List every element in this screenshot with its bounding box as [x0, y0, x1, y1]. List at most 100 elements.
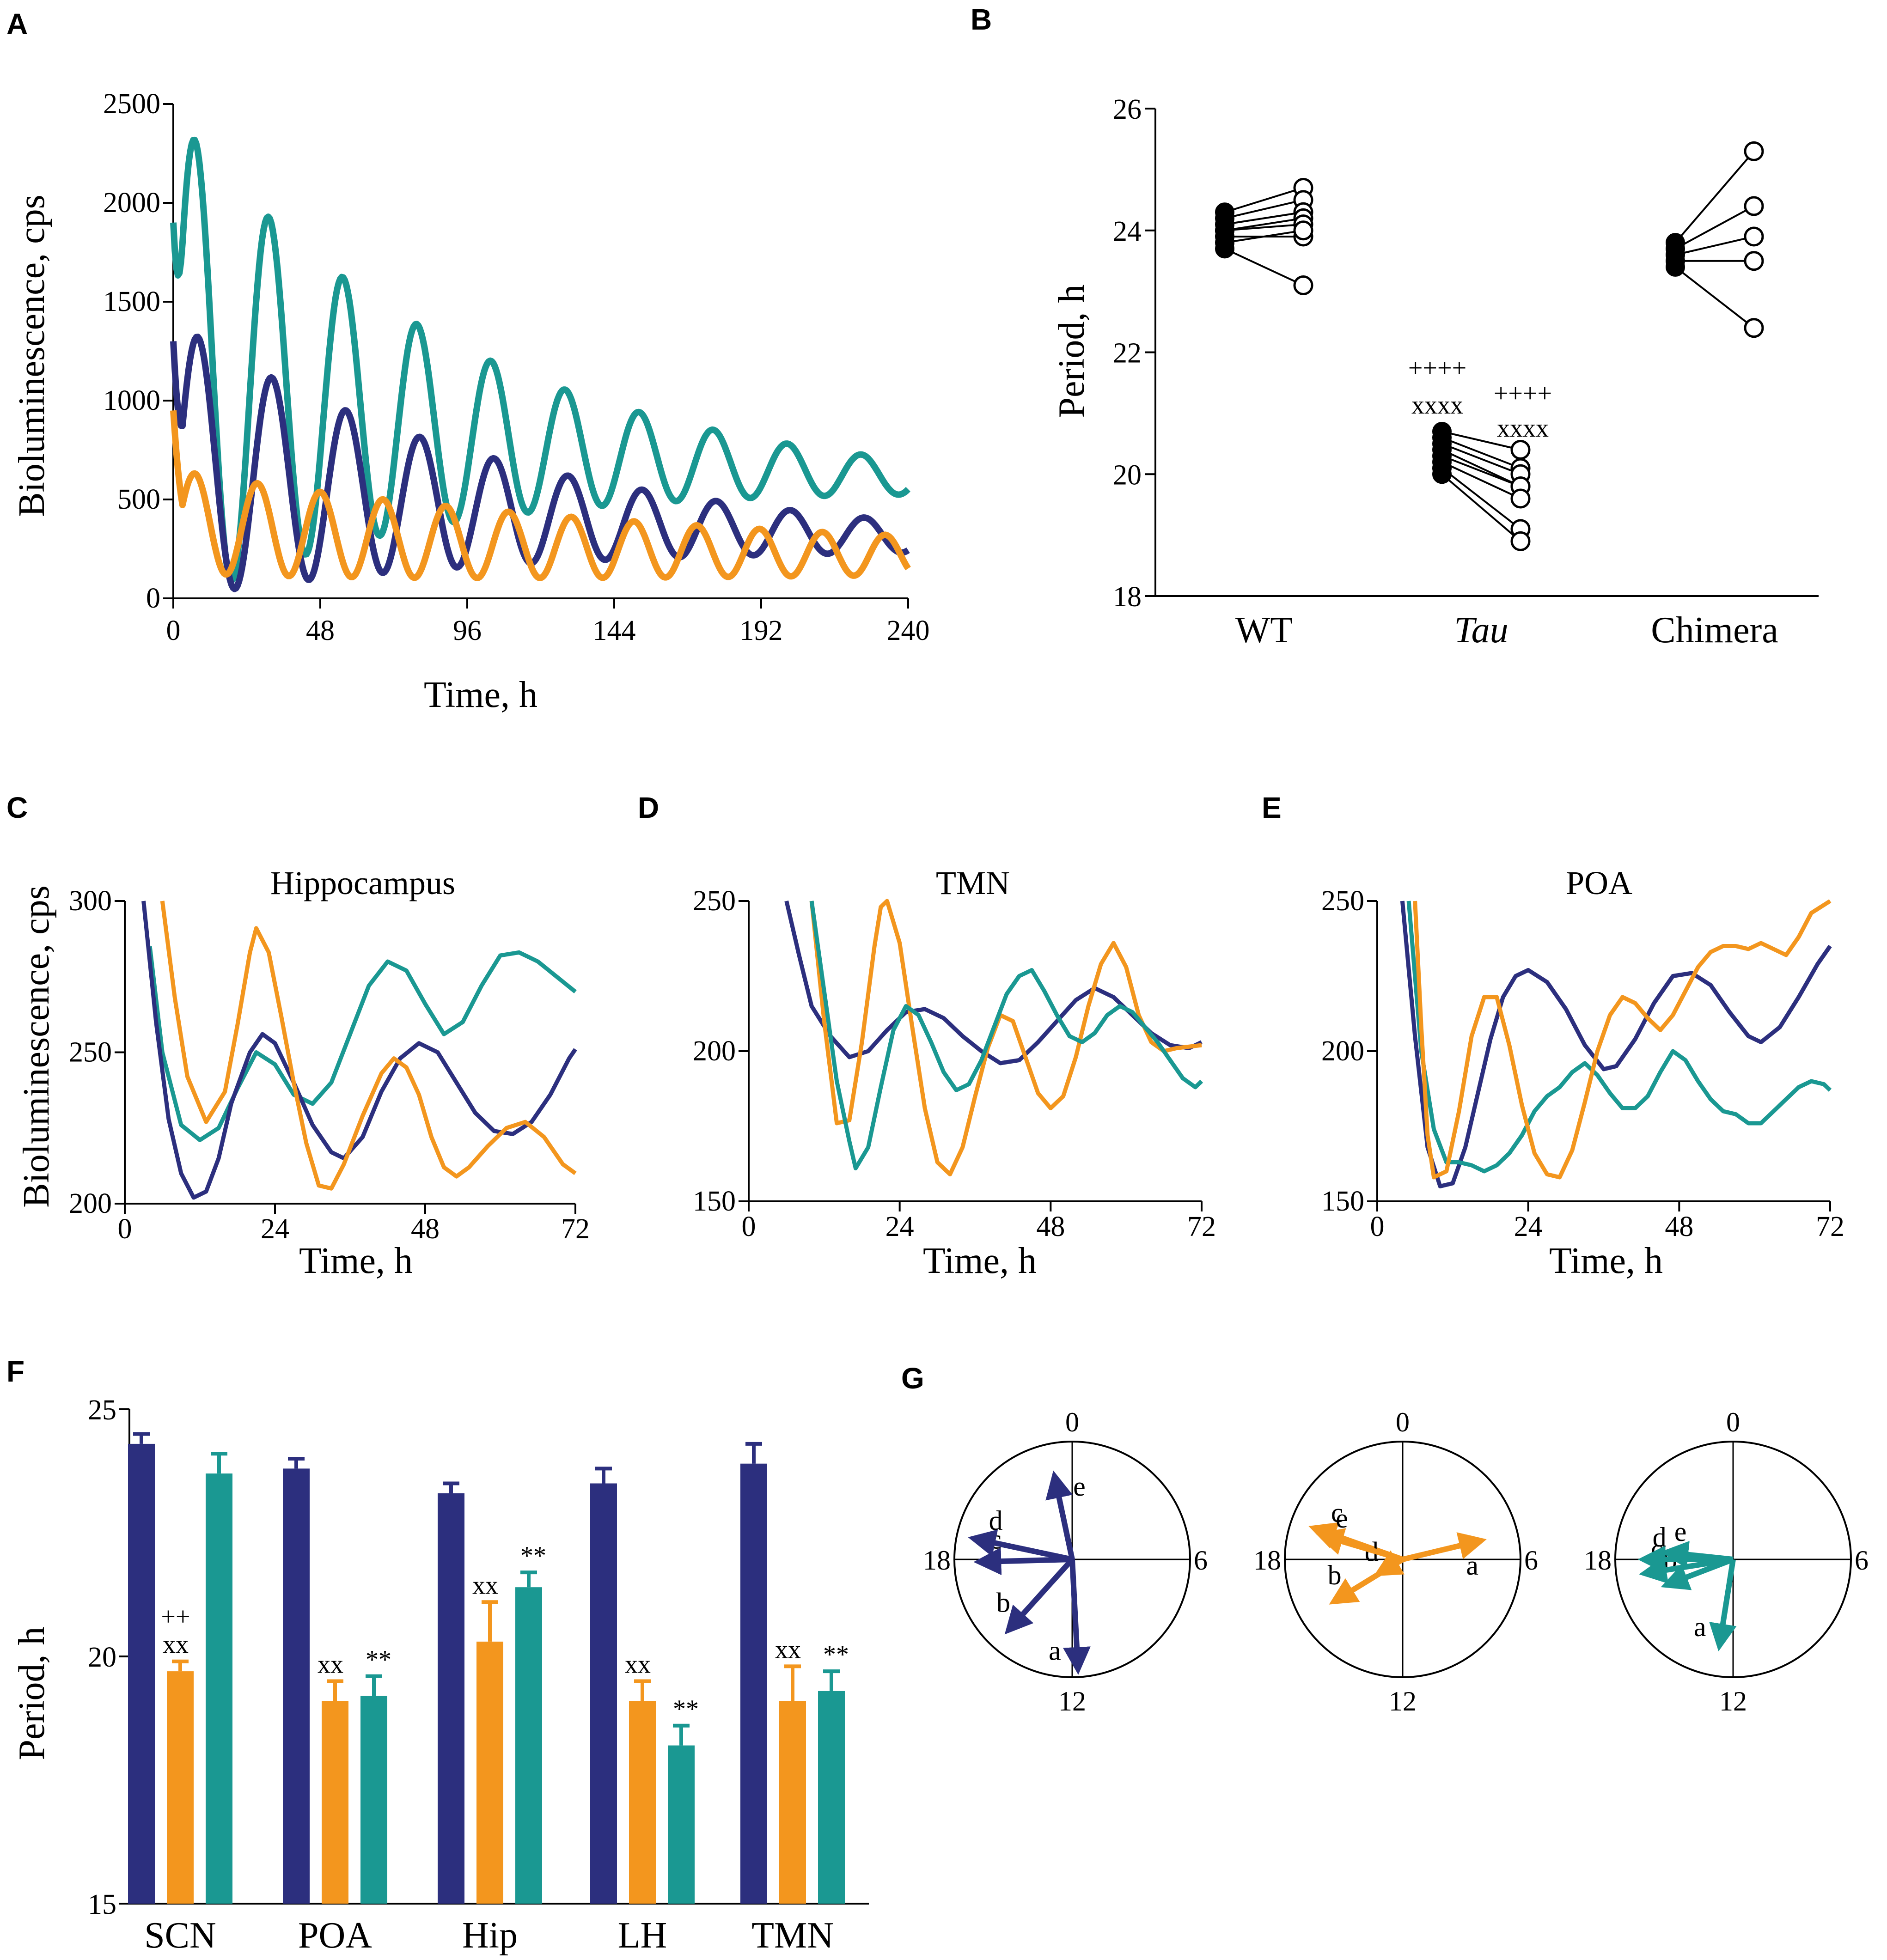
panel-b-pair-line-chimera [1674, 266, 1755, 329]
panel-b-y-tick-label: 22 [1113, 338, 1142, 369]
panel-b-tau-open-sig-plus: ++++ [1494, 379, 1552, 408]
panel-label-e: E [1262, 791, 1282, 824]
panel-b-y-tick-label: 20 [1113, 459, 1142, 491]
panel-a-x-tick-label: 0 [166, 615, 181, 646]
panel-e-x-tick-label: 0 [1370, 1211, 1385, 1242]
panel-label-g: G [901, 1362, 924, 1395]
panel-f-sig-chimera: ** [823, 1640, 849, 1669]
panel-e-x-tick-label: 48 [1665, 1211, 1693, 1242]
panel-g-dial-label-right: 6 [1855, 1545, 1869, 1576]
panel-a-series-wt [170, 334, 910, 592]
panel-a-x-tick-label: 240 [887, 615, 930, 646]
panel-b-point-filled-wt [1215, 239, 1234, 259]
panel-f-sig-chimera: ** [520, 1541, 546, 1570]
panel-g-dial-label-left: 18 [1253, 1545, 1281, 1576]
panel-g-phase-polar-plots: 012618abcde012618abcde012618abcde [923, 1407, 1869, 1717]
panel-a-x-axis-label: Time, h [424, 675, 537, 715]
panel-e-x-tick-label: 72 [1816, 1211, 1844, 1242]
panel-b-point-open-tau [1510, 440, 1531, 460]
panel-c-title: Hippocampus [270, 864, 455, 901]
panel-e-series [1400, 899, 1832, 1188]
panel-e-axes: 150 200 250 0 24 48 72 [1321, 885, 1844, 1242]
panel-a-y-tick-label: 0 [146, 583, 160, 614]
panel-d-series-chimera [809, 901, 1203, 1170]
panel-f-sig-chimera: ** [673, 1695, 699, 1723]
panel-b-point-filled-chimera [1666, 257, 1685, 277]
panel-b-category-label-tau: Tau [1454, 610, 1508, 651]
panel-f-sig-tau-x: xx [775, 1635, 801, 1664]
panel-b-tau-open-sig-x: xxxx [1497, 414, 1549, 443]
panel-g-vector-label-wt-d: d [989, 1505, 1003, 1536]
panel-g-vector-label-tau-a: a [1466, 1550, 1478, 1581]
panel-c-series-wt [141, 901, 577, 1200]
panel-g-dial-label-left: 18 [923, 1545, 951, 1576]
panel-b-pair-line-tau [1441, 461, 1521, 499]
panel-f-bar-tau-scn [167, 1671, 194, 1904]
panel-b-pair-line-tau [1441, 430, 1521, 451]
panel-g-vector-chimera-a [1709, 1559, 1737, 1652]
panel-f-annotations: xx++xx **xx**xx**xx ** [161, 1541, 849, 1723]
panel-b-period-scatter: 18 20 22 24 26 WT Tau Chimera Period, h ++++ xx… [1051, 94, 1819, 651]
panel-g-vector-label-chimera-e: e [1674, 1516, 1687, 1547]
panel-f-sig-chimera: ** [366, 1645, 391, 1674]
panel-a-y-tick-label: 1000 [103, 385, 160, 416]
panel-e-x-axis-label: Time, h [1549, 1241, 1663, 1281]
panel-b-pair-line-wt [1224, 223, 1304, 231]
panel-g-vector-label-wt-a: a [1049, 1636, 1061, 1666]
panel-b-pair-line-tau [1441, 437, 1521, 469]
panel-f-bar-chimera-poa [360, 1696, 387, 1904]
panel-f-category-label-lh: LH [618, 1915, 667, 1956]
panel-b-pair-line-tau [1441, 443, 1521, 475]
panel-f-bar-tau-hip [476, 1641, 503, 1904]
panel-b-pair-line-tau [1441, 473, 1521, 542]
panel-f-y-axis-label: Period, h [12, 1627, 52, 1760]
panel-f-bar-tau-tmn [779, 1701, 806, 1904]
panel-b-point-open-wt [1293, 220, 1313, 241]
panel-b-point-open-wt [1293, 275, 1313, 295]
panel-b-tau-filled-sig-plus: ++++ [1408, 354, 1466, 383]
panel-e-y-tick-label: 250 [1321, 885, 1364, 917]
panel-a-x-tick-label: 96 [453, 615, 482, 646]
panel-g-dial-label-top: 0 [1396, 1407, 1410, 1437]
panel-g-vector-label-wt-b: b [996, 1588, 1010, 1618]
panel-b-point-open-tau [1510, 531, 1531, 551]
panel-e-title: POA [1566, 864, 1632, 901]
panel-b-point-open-chimera [1744, 196, 1764, 216]
panel-f-sig-tau-x: xx [163, 1631, 189, 1659]
panel-b-pair-line-wt [1224, 187, 1304, 213]
panel-f-bar-wt-scn [128, 1443, 155, 1904]
panel-c-y-tick-label: 300 [69, 885, 112, 917]
panel-b-points [1215, 141, 1764, 551]
panel-c-x-tick-label: 48 [411, 1213, 440, 1245]
panel-f-bar-chimera-scn [206, 1473, 232, 1904]
panel-label-d: D [638, 791, 659, 824]
panel-f-bar-tau-poa [322, 1701, 348, 1904]
panel-f-bar-chimera-tmn [818, 1691, 845, 1904]
panel-b-pair-line-wt [1224, 217, 1304, 231]
panel-g-vector-label-tau-b: b [1328, 1560, 1342, 1590]
panel-g-dial-label-right: 6 [1524, 1545, 1538, 1576]
panel-b-point-open-chimera [1744, 226, 1764, 247]
panel-a-x-tick-label: 48 [306, 615, 335, 646]
panel-b-point-open-chimera [1744, 251, 1764, 271]
panel-label-f: F [6, 1355, 24, 1388]
panel-b-pair-line-chimera [1675, 235, 1754, 256]
panel-b-pair-line-wt [1224, 229, 1304, 244]
panel-d-x-tick-label: 48 [1036, 1211, 1065, 1242]
panel-b-y-axis-label: Period, h [1051, 285, 1092, 418]
panel-g-dial-label-bottom: 12 [1058, 1686, 1086, 1717]
panel-c-axes: 200 250 300 0 24 48 72 [69, 885, 590, 1245]
panel-f-sig-tau-x: xx [472, 1571, 498, 1600]
panel-a-axes: 0 500 1000 1500 2000 2500 0 48 96 144 192 240 [103, 88, 930, 646]
panel-f-sig-tau-x: xx [625, 1650, 651, 1679]
panel-b-tau-filled-sig-x: xxxx [1411, 391, 1463, 420]
panel-label-a: A [6, 7, 28, 41]
panel-label-c: C [6, 791, 28, 824]
panel-d-y-tick-label: 200 [693, 1035, 736, 1067]
panel-g-vector-wt-a [1063, 1559, 1091, 1675]
panel-g-vector-label-chimera-a: a [1694, 1612, 1706, 1642]
panel-e-y-tick-label: 150 [1321, 1186, 1364, 1217]
panel-f-category-label-tmn: TMN [751, 1915, 834, 1956]
panel-g-dial-label-top: 0 [1726, 1407, 1740, 1437]
